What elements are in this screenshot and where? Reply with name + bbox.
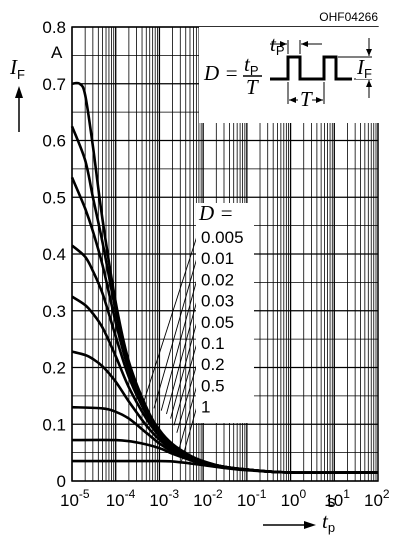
- x-unit-label: s: [327, 492, 336, 511]
- y-axis-arrowhead: [15, 86, 23, 98]
- tick-labels: 0 0.1 0.2 0.3 0.4 0.5 0.6 0.7 0.8 10-5 10-4 10-3 10-…: [42, 18, 390, 510]
- x-tick-label: 100: [281, 487, 307, 510]
- y-tick-label: 0.7: [42, 75, 66, 94]
- legend-label-D-0.02: 0.02: [201, 270, 234, 289]
- inset-numerator: tP: [244, 52, 259, 78]
- y-tick-label: 0.2: [42, 359, 66, 378]
- y-tick-label: 0.5: [42, 188, 66, 207]
- inset-IF-label: IF: [356, 55, 372, 81]
- x-tick-label: 10-1: [237, 487, 267, 510]
- legend-leader-lines: [141, 232, 199, 462]
- y-tick-label: 0.3: [42, 302, 66, 321]
- inset-tp-label: tP: [270, 32, 285, 58]
- y-tick-label: 0: [57, 472, 66, 491]
- inset-denominator: T: [246, 75, 259, 99]
- legend-label-D-0.005: 0.005: [201, 228, 244, 247]
- leader-line-D-0.1: [173, 338, 199, 426]
- legend-label-D-0.05: 0.05: [201, 313, 234, 332]
- x-axis-arrowhead: [304, 521, 316, 529]
- x-tick-label: 102: [364, 487, 390, 510]
- x-tick-label: 10-3: [149, 487, 179, 510]
- legend-label-D-0.2: 0.2: [201, 355, 225, 374]
- leader-line-D-0.5: [178, 381, 199, 449]
- leader-line-D-0.05: [170, 317, 199, 419]
- x-tick-label: 10-5: [60, 487, 90, 510]
- legend-title: D =: [198, 201, 234, 225]
- y-axis-title: IF: [9, 55, 25, 82]
- series-line-D-1: [71, 459, 379, 474]
- legend-label-D-0.5: 0.5: [201, 376, 225, 395]
- inset-formula-lhs: D =: [203, 61, 239, 85]
- y-tick-label: 0.1: [42, 415, 66, 434]
- x-tick-label: 101: [324, 487, 350, 510]
- figure-code: OHF04266: [319, 10, 378, 24]
- x-tick-label: 10-2: [193, 487, 223, 510]
- leader-line-D-1: [181, 402, 199, 462]
- legend-label-D-1: 1: [201, 398, 210, 417]
- legend-box: [196, 203, 254, 423]
- inset-formula: D = tP T: [203, 52, 262, 99]
- y-tick-label: 0.8: [42, 18, 66, 37]
- inset-T-label: T: [300, 87, 313, 111]
- legend-label-D-0.03: 0.03: [201, 292, 234, 311]
- x-tick-label: 10-4: [106, 487, 136, 510]
- legend: 0.005 0.01 0.02 0.03 0.05 0.1 0.2 0.5 1: [201, 228, 244, 417]
- leader-line-D-0.005: [141, 232, 199, 408]
- legend-label-D-0.01: 0.01: [201, 249, 234, 268]
- y-tick-label: 0.4: [42, 245, 66, 264]
- x-axis-title: tp: [322, 509, 335, 535]
- leader-line-D-0.02: [160, 275, 199, 411]
- legend-label-D-0.1: 0.1: [201, 334, 225, 353]
- leader-line-D-0.01: [153, 254, 199, 409]
- y-unit-label: A: [51, 43, 63, 62]
- leader-line-D-0.03: [166, 296, 199, 415]
- leader-line-D-0.2: [176, 360, 199, 433]
- series-group: [70, 81, 379, 475]
- y-tick-label: 0.6: [42, 132, 66, 151]
